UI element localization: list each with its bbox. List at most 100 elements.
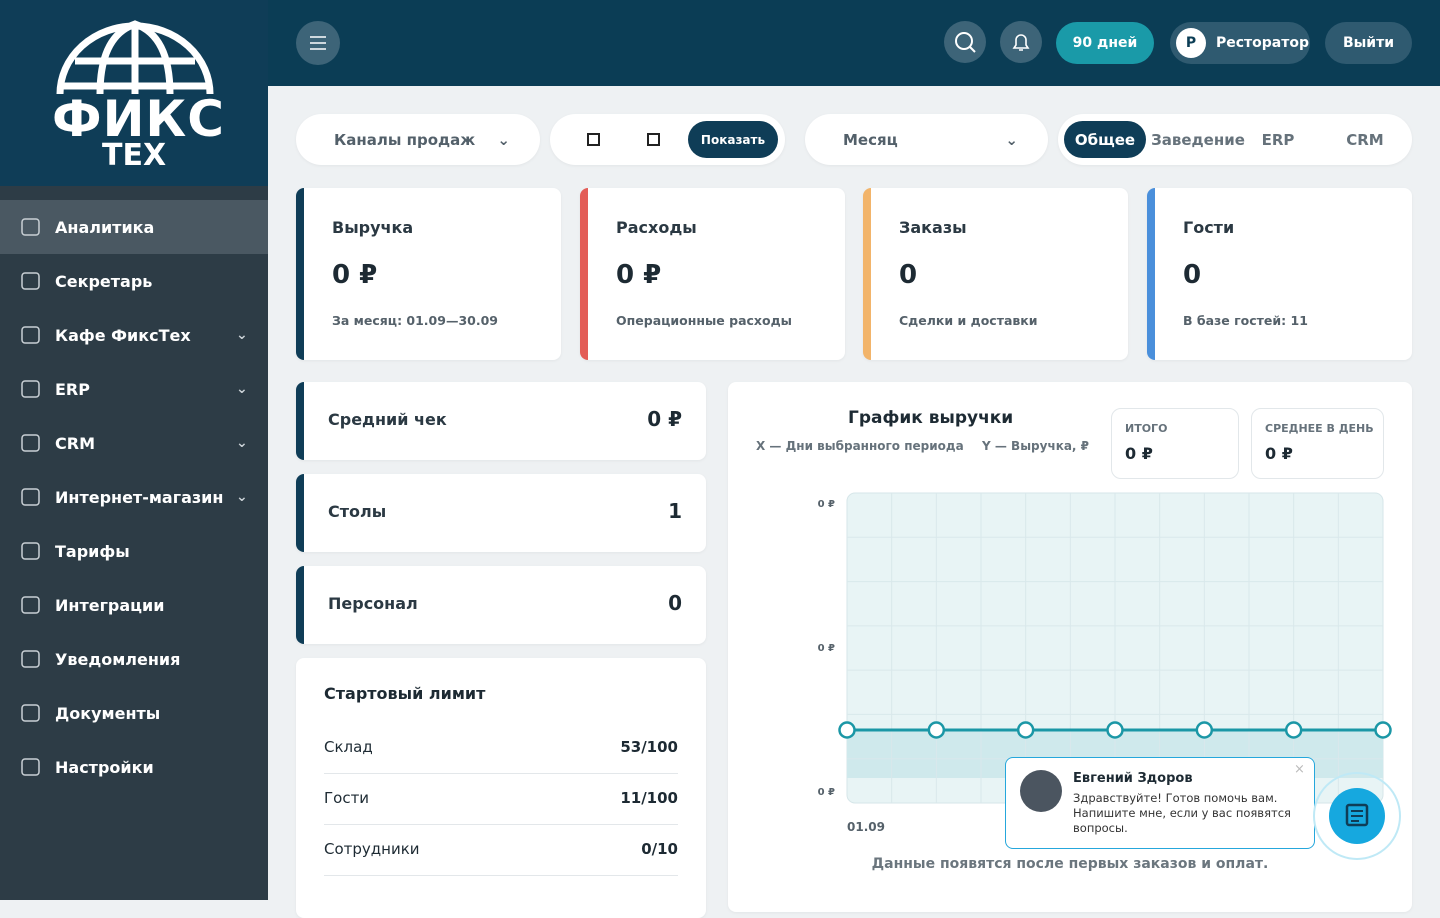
kpi-note: Сделки и доставки <box>899 313 1038 328</box>
data-point <box>1195 721 1214 739</box>
search-button[interactable] <box>944 21 986 63</box>
divider <box>324 773 678 774</box>
chevron: ⌄ <box>236 435 248 451</box>
user-button[interactable]: Р Ресторатор <box>1170 22 1310 64</box>
menu-label: Интеграции <box>55 595 165 615</box>
avg-label: СРЕДНЕЕ В ДЕНЬ <box>1265 422 1374 435</box>
data-point <box>1106 721 1124 739</box>
limits-title: Стартовый лимит <box>324 684 486 703</box>
kpi-value: 0 ₽ <box>332 260 378 290</box>
menu-item[interactable]: Аналитика <box>0 200 268 254</box>
chat-popup: Евгений Здоров Здравствуйте! Готов помоч… <box>1005 757 1315 849</box>
chat-name: Евгений Здоров <box>1073 771 1193 786</box>
limit-value: 0/10 <box>641 840 678 858</box>
kpi-note: Операционные расходы <box>616 313 792 328</box>
stat-card: Средний чек 0 ₽ <box>296 382 706 460</box>
icon-shape <box>21 488 40 506</box>
icon-shape <box>21 326 40 344</box>
date-range: Показать <box>550 114 785 165</box>
menu-item[interactable]: Интеграции <box>0 578 268 632</box>
select-label: Каналы продаж <box>334 130 476 149</box>
chat-button[interactable] <box>1329 788 1385 844</box>
menu-item[interactable]: Уведомления <box>0 632 268 686</box>
kpi-card: Гости 0 В базе гостей: 11 <box>1147 188 1412 360</box>
menu-label: Секретарь <box>55 271 153 291</box>
total-value: 0 ₽ <box>1125 444 1153 463</box>
icon-shape <box>21 380 40 398</box>
divider <box>324 824 678 825</box>
data-point <box>1016 721 1035 739</box>
menu-item[interactable]: Кафе ФиксТех ⌄ <box>0 308 268 362</box>
menu-icon <box>21 380 40 398</box>
total-box: ИТОГО 0 ₽ <box>1111 408 1239 479</box>
axis-note: X — Дни выбранного периода <box>756 439 964 453</box>
kpi-title: Гости <box>1183 218 1235 237</box>
kpi-card: Заказы 0 Сделки и доставки <box>863 188 1128 360</box>
kpi-note: За месяц: 01.09—30.09 <box>332 313 498 328</box>
y-tick-label: 0 ₽ <box>818 499 835 510</box>
menu-label: Кафе ФиксТех <box>55 325 191 345</box>
menu-item[interactable]: Документы <box>0 686 268 740</box>
kpi-card: Расходы 0 ₽ Операционные расходы <box>580 188 845 360</box>
icon-shape <box>21 542 40 560</box>
limits-card: Стартовый лимит Склад 53/100 Гости 11/100 Со… <box>296 658 706 918</box>
menu-label: CRM <box>55 433 95 453</box>
menu-label: Настройки <box>55 757 154 777</box>
tab[interactable]: Заведение <box>1151 130 1245 149</box>
icon-shape <box>21 704 40 722</box>
icon <box>310 36 326 50</box>
tab[interactable]: CRM <box>1346 130 1384 149</box>
menu-item[interactable]: Секретарь <box>0 254 268 308</box>
menu-item[interactable]: Настройки <box>0 740 268 794</box>
menu-item[interactable]: ERP ⌄ <box>0 362 268 416</box>
close-button[interactable]: × <box>1294 762 1305 777</box>
logo-globe <box>56 20 214 95</box>
chat-button-ring <box>1313 772 1401 860</box>
tab[interactable]: Общее <box>1064 121 1146 158</box>
limit-label: Склад <box>324 738 373 756</box>
menu-item[interactable]: CRM ⌄ <box>0 416 268 470</box>
stat-label: Столы <box>328 502 387 521</box>
header: 90 дней Р Ресторатор Выйти <box>268 0 1440 86</box>
kpi-value: 0 <box>899 260 918 290</box>
menu-toggle[interactable] <box>296 21 340 65</box>
menu-label: Тарифы <box>55 541 130 561</box>
limit-value: 11/100 <box>620 789 678 807</box>
menu-item[interactable]: Интернет-магазин ⌄ <box>0 470 268 524</box>
chevron: ⌄ <box>497 130 510 149</box>
menu-label: ERP <box>55 379 90 399</box>
menu-icon <box>21 542 40 560</box>
sidebar: ФИКС ТЕХ Аналитика Секретарь Кафе ФиксТех ⌄… <box>0 0 268 900</box>
icon-shape <box>21 650 40 668</box>
tabs: Общее Заведение ERP CRM <box>1058 114 1412 165</box>
icon-shape <box>21 434 40 452</box>
channels-select[interactable]: Каналы продаж ⌄ <box>296 114 540 165</box>
logout-button[interactable]: Выйти <box>1325 22 1412 64</box>
data-point <box>1374 721 1392 739</box>
chart-title: График выручки <box>848 408 1014 428</box>
icon <box>955 32 976 53</box>
stat-value: 0 ₽ <box>647 407 682 431</box>
avg-box: СРЕДНЕЕ В ДЕНЬ 0 ₽ <box>1251 408 1384 479</box>
stat-value: 0 <box>668 591 682 615</box>
total-label: ИТОГО <box>1125 422 1168 435</box>
limit-label: Сотрудники <box>324 840 420 858</box>
logo-text: ТЕХ <box>102 138 167 173</box>
menu-icon <box>21 650 40 668</box>
avg-value: 0 ₽ <box>1265 444 1293 463</box>
notifications-button[interactable] <box>1000 21 1042 63</box>
kpi-value: 0 <box>1183 260 1202 290</box>
y-tick-label: 0 ₽ <box>818 643 835 654</box>
icon-shape <box>21 596 40 614</box>
y-tick-label: 0 ₽ <box>818 787 835 798</box>
menu-item[interactable]: Тарифы <box>0 524 268 578</box>
tab[interactable]: ERP <box>1261 130 1295 149</box>
calendar-icons[interactable] <box>586 132 666 148</box>
menu-icon <box>21 758 40 776</box>
logo[interactable]: ФИКС ТЕХ <box>0 0 268 186</box>
show-button[interactable]: Показать <box>688 121 778 158</box>
month-select[interactable]: Месяц ⌄ <box>805 114 1048 165</box>
icon <box>1345 803 1369 827</box>
menu-icon <box>21 596 40 614</box>
period-button[interactable]: 90 дней <box>1056 22 1154 64</box>
